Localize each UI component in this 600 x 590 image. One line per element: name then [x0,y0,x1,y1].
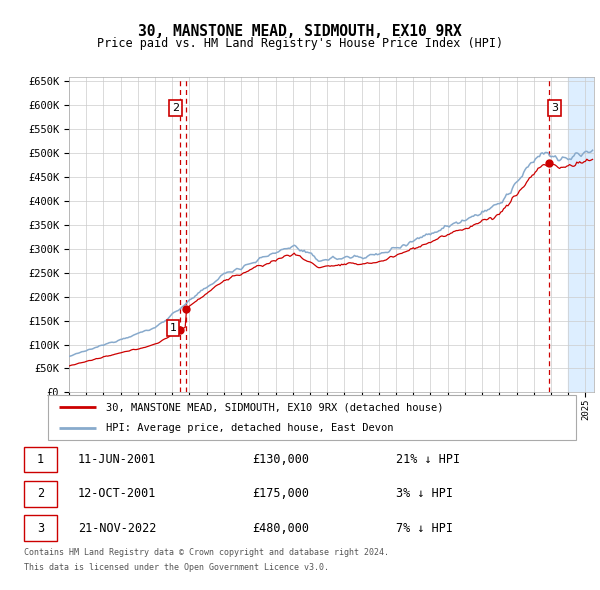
Text: 21-NOV-2022: 21-NOV-2022 [78,522,157,535]
Text: 1: 1 [37,453,44,466]
FancyBboxPatch shape [48,395,576,440]
Text: 2: 2 [37,487,44,500]
Text: £480,000: £480,000 [252,522,309,535]
Text: Contains HM Land Registry data © Crown copyright and database right 2024.: Contains HM Land Registry data © Crown c… [24,548,389,557]
Text: 30, MANSTONE MEAD, SIDMOUTH, EX10 9RX: 30, MANSTONE MEAD, SIDMOUTH, EX10 9RX [138,24,462,38]
Text: HPI: Average price, detached house, East Devon: HPI: Average price, detached house, East… [106,422,394,432]
Text: 3: 3 [37,522,44,535]
Text: 11-JUN-2001: 11-JUN-2001 [78,453,157,466]
Text: 1: 1 [169,323,176,333]
Text: 2: 2 [172,103,179,113]
Text: 7% ↓ HPI: 7% ↓ HPI [396,522,453,535]
Bar [568,77,594,392]
Text: 21% ↓ HPI: 21% ↓ HPI [396,453,460,466]
Text: £175,000: £175,000 [252,487,309,500]
Text: This data is licensed under the Open Government Licence v3.0.: This data is licensed under the Open Gov… [24,563,329,572]
Text: 12-OCT-2001: 12-OCT-2001 [78,487,157,500]
Text: 3: 3 [551,103,558,113]
Text: Price paid vs. HM Land Registry's House Price Index (HPI): Price paid vs. HM Land Registry's House … [97,37,503,50]
Text: 3% ↓ HPI: 3% ↓ HPI [396,487,453,500]
Text: £130,000: £130,000 [252,453,309,466]
Text: 30, MANSTONE MEAD, SIDMOUTH, EX10 9RX (detached house): 30, MANSTONE MEAD, SIDMOUTH, EX10 9RX (d… [106,402,443,412]
